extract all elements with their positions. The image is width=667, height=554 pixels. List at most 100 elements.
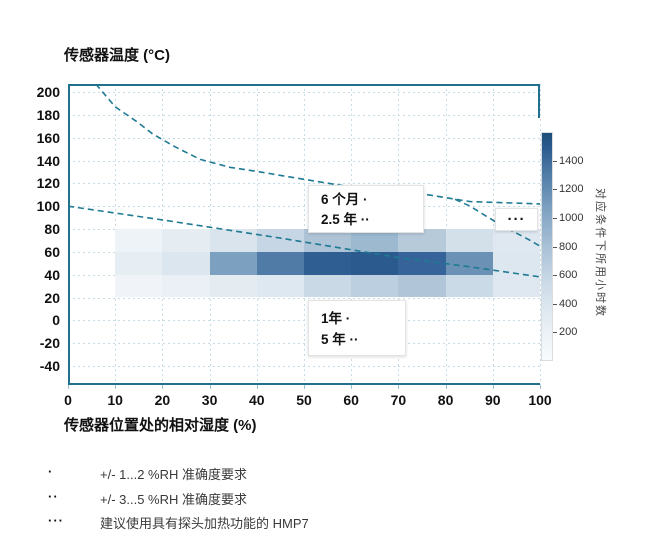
heatmap-cell: [162, 251, 210, 275]
heatmap-cell: [115, 229, 163, 252]
y-axis-tick-label: 20: [44, 289, 60, 306]
heatmap-cell: [398, 274, 446, 298]
legend-bullet-three-dots: ···: [48, 513, 64, 528]
legend-item: · +/- 1...2 %RH 准确度要求: [48, 464, 608, 482]
x-axis-tick-mark: [115, 385, 117, 389]
legend-text: 建议使用具有探头加热功能的 HMP7: [100, 516, 309, 531]
colorbar-tick-label: 1000: [559, 211, 584, 224]
gridline: [540, 84, 541, 385]
annotation-line: 5 年 ··: [321, 332, 359, 347]
gridline: [68, 114, 540, 116]
heatmap-cell: [492, 274, 540, 298]
x-axis-tick-mark: [304, 385, 305, 389]
plot-frame-right-stub: [538, 84, 540, 118]
x-axis-tick-label: 40: [249, 392, 265, 408]
heatmap-cell: [162, 274, 210, 298]
gridline: [68, 206, 540, 208]
heatmap-cell: [115, 251, 163, 275]
heatmap-cell: [445, 274, 493, 298]
heatmap-layer: [68, 84, 540, 385]
x-axis-tick-label: 10: [107, 392, 123, 408]
heatmap-cell: [256, 251, 304, 275]
x-axis-tick-mark: [162, 385, 164, 389]
x-axis-tick-mark: [351, 385, 353, 389]
colorbar-tick-mark: [553, 246, 557, 248]
heatmap-cell: [304, 251, 352, 275]
legend-text: +/- 3...5 %RH 准确度要求: [100, 492, 247, 507]
colorbar: [541, 132, 553, 361]
annotation-box-probe-heating: ···: [495, 208, 538, 231]
gridline: [68, 297, 540, 299]
legend-item: ·· +/- 3...5 %RH 准确度要求: [48, 489, 608, 507]
lower-limit-curve: [68, 205, 540, 278]
colorbar-tick-label: 800: [559, 240, 578, 253]
heatmap-cell: [304, 229, 352, 252]
x-axis-tick-label: 80: [437, 392, 454, 408]
colorbar-tick-mark: [553, 160, 557, 162]
plot-frame: [68, 84, 540, 385]
annotation-line: 2.5 年 ··: [321, 212, 370, 227]
x-axis-tick-label: 60: [343, 392, 359, 408]
x-axis-tick-label: 70: [390, 392, 407, 408]
colorbar-tick-label: 1400: [559, 154, 584, 167]
x-axis-tick-mark: [540, 385, 541, 389]
upper-limit-curve: [95, 84, 540, 205]
gridline: [68, 160, 540, 162]
gridline: [68, 183, 540, 185]
colorbar-tick-label: 1200: [559, 183, 584, 196]
colorbar-tick-mark: [553, 217, 557, 219]
gridline: [68, 343, 540, 345]
heatmap-cell: [351, 274, 399, 298]
heatmap-cell: [256, 274, 304, 298]
gridline: [68, 366, 540, 367]
chart-title: 传感器温度 (°C): [64, 47, 170, 64]
heatmap-cell: [445, 229, 493, 252]
x-axis-tick-label: 30: [201, 392, 218, 408]
annotation-box-one-year: 1年 · 5 年 ··: [308, 300, 406, 356]
heatmap-cell: [304, 274, 352, 298]
y-axis-tick-label: 200: [36, 84, 60, 100]
heatmap-cell: [115, 274, 163, 298]
x-axis-tick-mark: [209, 385, 211, 389]
colorbar-tick-mark: [553, 332, 557, 334]
colorbar-label: 对应条件下所用小时数: [594, 188, 606, 318]
legend-bullet-two-dots: ··: [48, 489, 59, 504]
colorbar-tick-label: 200: [559, 326, 578, 339]
plot-area: [68, 84, 541, 385]
annotation-box-six-months: 6 个月 · 2.5 年 ··: [308, 185, 424, 233]
x-axis-tick-mark: [256, 385, 258, 389]
y-axis-tick-label: 180: [36, 106, 60, 123]
x-axis-tick-label: 100: [528, 392, 552, 408]
annotation-line: 1年 ·: [321, 311, 351, 326]
x-axis-tick-mark: [68, 385, 69, 389]
heatmap-cell: [209, 251, 257, 275]
heatmap-cell: [492, 229, 540, 252]
colorbar-tick-mark: [553, 189, 557, 191]
gridline: [68, 137, 540, 139]
annotation-line: 6 个月 ·: [321, 192, 368, 207]
heatmap-cell: [398, 251, 446, 275]
y-axis-tick-label: 100: [36, 198, 60, 215]
colorbar-tick-label: 400: [559, 297, 578, 310]
x-axis-tick-mark: [398, 385, 400, 389]
heatmap-cell: [351, 251, 399, 275]
heatmap-cell: [445, 251, 493, 275]
gridline: [68, 92, 540, 93]
y-axis-tick-label: 0: [52, 312, 60, 329]
gridline: [68, 320, 540, 322]
legend-bullet-one-dot: ·: [48, 464, 54, 479]
legend-item: ··· 建议使用具有探头加热功能的 HMP7: [48, 513, 608, 531]
y-axis-tick-label: -40: [39, 358, 60, 374]
heatmap-cell: [256, 229, 304, 252]
heatmap-cell: [351, 229, 399, 252]
x-axis-tick-label: 0: [64, 392, 72, 408]
colorbar-tick-mark: [553, 303, 557, 305]
heatmap-cell: [209, 229, 257, 252]
y-axis-tick-label: 80: [44, 221, 60, 237]
x-axis-tick-label: 50: [296, 392, 312, 408]
y-axis-tick-label: 60: [44, 243, 60, 260]
heatmap-cell: [209, 274, 257, 298]
x-axis-tick-label: 90: [485, 392, 501, 408]
colorbar-tick-mark: [553, 275, 557, 277]
